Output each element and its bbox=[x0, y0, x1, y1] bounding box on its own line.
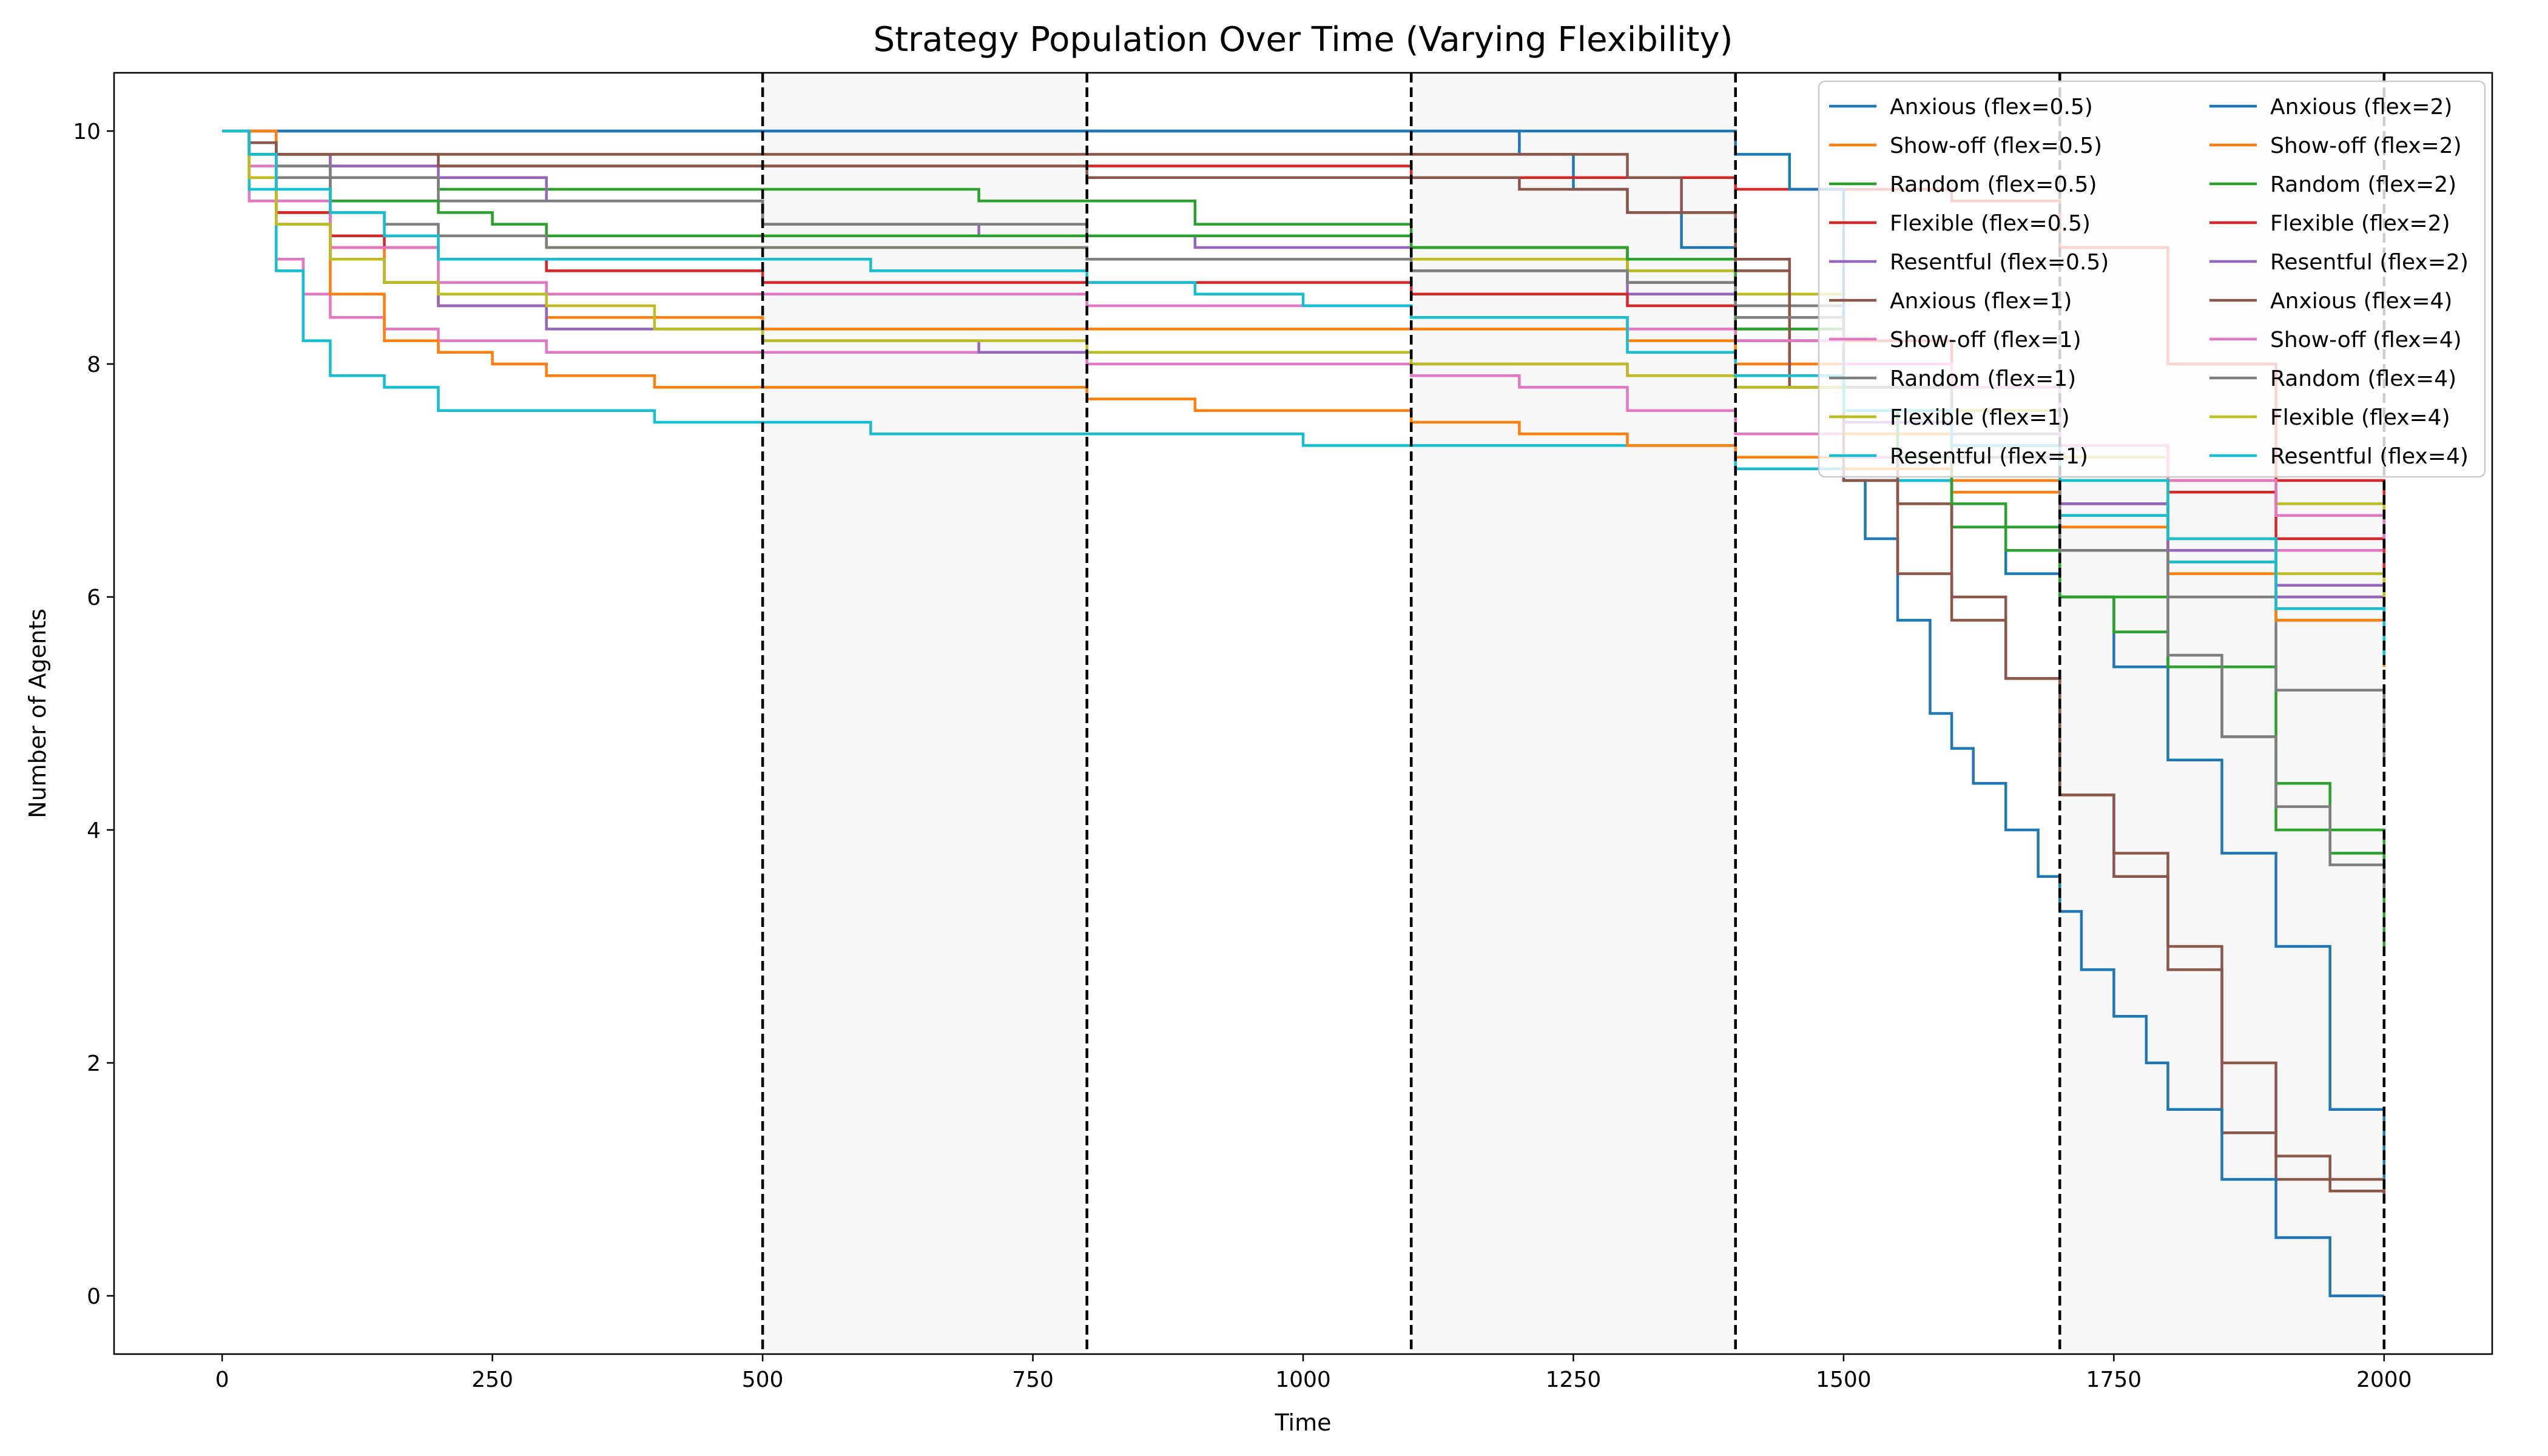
legend: Anxious (flex=0.5) Show-off (flex=0.5) Ran… bbox=[1818, 80, 2486, 478]
y-tick-label-5: 10 bbox=[73, 120, 101, 144]
legend-box bbox=[1818, 80, 2486, 478]
legend-label-3: Flexible (flex=0.5) bbox=[1890, 211, 2091, 236]
y-axis-label: Number of Agents bbox=[24, 608, 51, 818]
y-tick-label-0: 0 bbox=[87, 1284, 101, 1309]
y-tick-label-1: 2 bbox=[87, 1051, 101, 1076]
legend-label-9: Resentful (flex=1) bbox=[1890, 444, 2088, 469]
y-tick-label-2: 4 bbox=[87, 818, 101, 843]
legend-label-14: Resentful (flex=2) bbox=[2270, 250, 2469, 275]
y-tick-label-4: 8 bbox=[87, 352, 101, 377]
legend-label-17: Random (flex=4) bbox=[2270, 366, 2456, 391]
legend-label-2: Random (flex=0.5) bbox=[1890, 172, 2097, 197]
y-tick-label-3: 6 bbox=[87, 585, 101, 610]
x-tick-label-3: 750 bbox=[1012, 1367, 1054, 1392]
legend-label-7: Random (flex=1) bbox=[1890, 366, 2076, 391]
legend-label-12: Random (flex=2) bbox=[2270, 172, 2456, 197]
x-tick-label-6: 1500 bbox=[1816, 1367, 1872, 1392]
legend-label-19: Resentful (flex=4) bbox=[2270, 444, 2469, 469]
series-line-10 bbox=[222, 129, 2384, 1298]
legend-label-10: Anxious (flex=2) bbox=[2270, 95, 2452, 120]
x-tick-label-4: 1000 bbox=[1275, 1367, 1331, 1392]
x-axis-label: Time bbox=[1275, 1409, 1332, 1436]
shaded-region-0 bbox=[763, 73, 1087, 1354]
legend-label-11: Show-off (flex=2) bbox=[2270, 133, 2462, 158]
legend-label-13: Flexible (flex=2) bbox=[2270, 211, 2450, 236]
chart-title: Strategy Population Over Time (Varying F… bbox=[874, 20, 1733, 59]
legend-label-18: Flexible (flex=4) bbox=[2270, 405, 2450, 430]
legend-label-0: Anxious (flex=0.5) bbox=[1890, 95, 2093, 120]
x-tick-label-2: 500 bbox=[742, 1367, 784, 1392]
x-tick-label-8: 2000 bbox=[2356, 1367, 2412, 1392]
legend-label-5: Anxious (flex=1) bbox=[1890, 289, 2072, 314]
legend-label-8: Flexible (flex=1) bbox=[1890, 405, 2070, 430]
legend-label-16: Show-off (flex=4) bbox=[2270, 328, 2462, 352]
legend-label-4: Resentful (flex=0.5) bbox=[1890, 250, 2109, 275]
x-tick-label-1: 250 bbox=[471, 1367, 513, 1392]
shaded-region-1 bbox=[1411, 73, 1736, 1354]
legend-label-1: Show-off (flex=0.5) bbox=[1890, 133, 2102, 158]
x-tick-label-0: 0 bbox=[215, 1367, 229, 1392]
legend-label-6: Show-off (flex=1) bbox=[1890, 328, 2081, 352]
x-axis-ticks: 0 250 500 750 1000 1250 1500 1750 2000 bbox=[215, 1354, 2412, 1392]
x-tick-label-7: 1750 bbox=[2086, 1367, 2142, 1392]
y-axis-ticks: 0 2 4 6 8 10 bbox=[73, 120, 114, 1309]
x-tick-label-5: 1250 bbox=[1546, 1367, 1602, 1392]
legend-label-15: Anxious (flex=4) bbox=[2270, 289, 2452, 314]
